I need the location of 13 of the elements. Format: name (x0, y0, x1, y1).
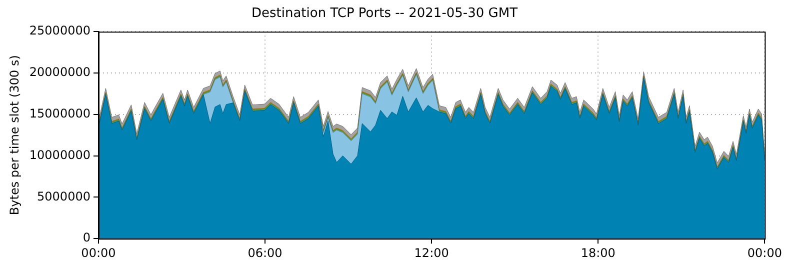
y-tick-label: 15000000 (29, 106, 90, 121)
x-tick-label: 00:00 (81, 246, 116, 260)
x-tick-label: 06:00 (248, 246, 282, 260)
x-tick-label: 18:00 (580, 246, 616, 260)
y-tick-label: 10000000 (29, 148, 90, 162)
x-tick-label: 00:00 (747, 246, 782, 260)
y-axis-title: Bytes per time slot (300 s) (7, 55, 22, 216)
y-tick-label: 0 (82, 230, 90, 245)
y-tick-label: 25000000 (29, 24, 90, 38)
y-tick-label: 20000000 (29, 65, 90, 80)
x-tick-label: 12:00 (414, 246, 449, 260)
y-tick-label: 5000000 (37, 189, 90, 204)
chart-title: Destination TCP Ports -- 2021-05-30 GMT (251, 6, 518, 22)
